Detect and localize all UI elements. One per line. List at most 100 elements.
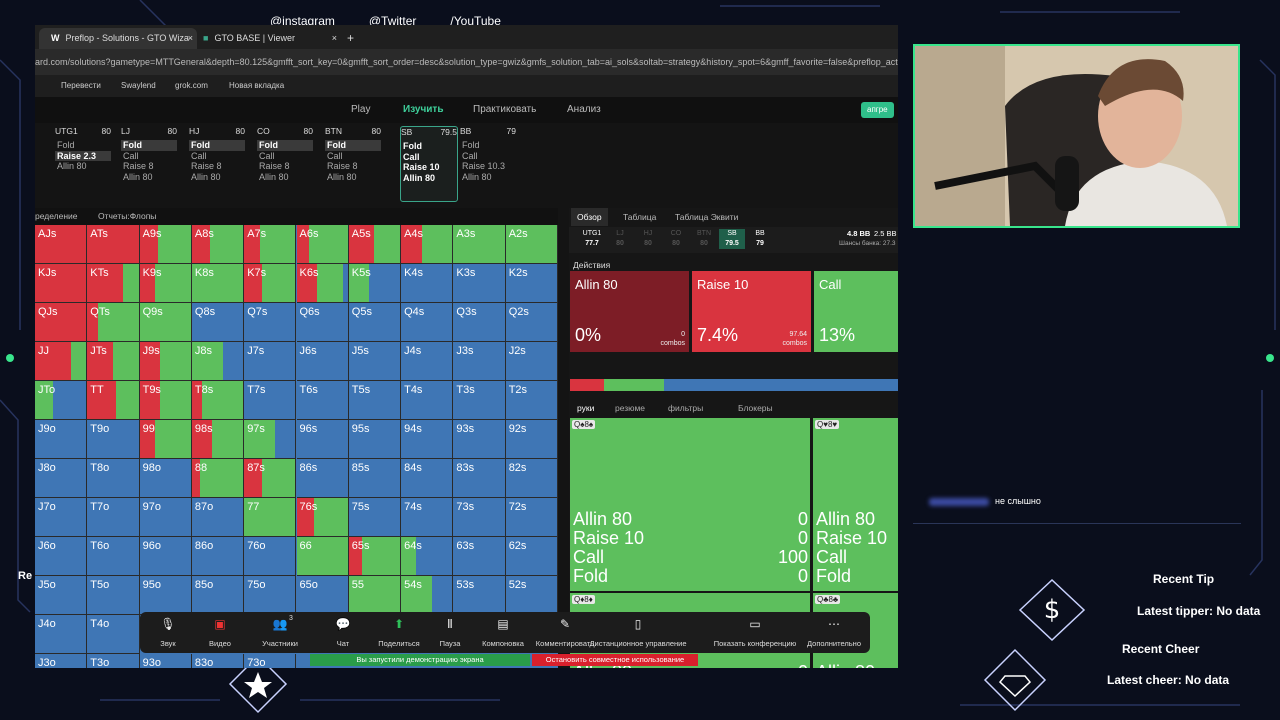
hand-cell[interactable]: 76s	[296, 498, 349, 537]
action-card[interactable]: Call 13%	[814, 271, 898, 352]
hand-cell[interactable]: 85o	[191, 576, 245, 615]
position-column[interactable]: SB 79.5 Fold Call Raise 10 Allin 80	[400, 126, 458, 202]
nav-item[interactable]: Play	[351, 104, 371, 115]
hand-cell[interactable]: 65o	[296, 576, 349, 615]
hand-cell[interactable]: A2s	[505, 225, 558, 264]
hand-cell[interactable]: 96o	[139, 537, 192, 576]
hand-cell[interactable]: 96s	[296, 420, 349, 459]
hand-cell[interactable]: J6s	[296, 342, 349, 381]
hand-cell[interactable]: KTs	[87, 264, 140, 303]
upgrade-button[interactable]: апгре	[861, 102, 894, 118]
hand-cell[interactable]: ATs	[87, 225, 140, 264]
panel-tab[interactable]: Обзор	[571, 208, 608, 226]
hand-cell[interactable]: 84s	[401, 459, 454, 498]
hand-cell[interactable]: T8o	[87, 459, 140, 498]
hand-cell[interactable]: AJs	[35, 225, 88, 264]
action-card[interactable]: Allin 80 0% 0 combos	[570, 271, 689, 352]
hand-cell[interactable]: Q9s	[139, 303, 192, 342]
hand-cell[interactable]: 95s	[348, 420, 402, 459]
hand-cell[interactable]: A9s	[139, 225, 192, 264]
position-column[interactable]: HJ 80 Fold Call Raise 8 Allin 80	[189, 126, 245, 200]
hand-cell[interactable]: 98s	[191, 420, 245, 459]
toolbar-button[interactable]: Дополнительно	[807, 639, 861, 648]
hand-cell[interactable]: 86s	[296, 459, 349, 498]
hand-cell[interactable]: Q3s	[453, 303, 506, 342]
toolbar-button[interactable]: Комментировать	[535, 639, 595, 648]
hand-cell[interactable]: 98o	[139, 459, 192, 498]
hand-cell[interactable]: T2s	[505, 381, 558, 420]
hand-cell[interactable]: 55	[348, 576, 402, 615]
hand-cell[interactable]: 72s	[505, 498, 558, 537]
position-column[interactable]: UTG1 80 Fold Raise 2.3 Allin 80	[55, 126, 111, 200]
bookmark[interactable]: Новая вкладка	[229, 81, 285, 90]
toolbar-button[interactable]: Компоновка	[482, 639, 524, 648]
hand-cell[interactable]: J8s	[191, 342, 245, 381]
hand-cell[interactable]: J6o	[35, 537, 88, 576]
hand-cell[interactable]: JJ	[35, 342, 88, 381]
hand-cell[interactable]: 97o	[139, 498, 192, 537]
hand-cell[interactable]: K9s	[139, 264, 192, 303]
hand-cell[interactable]: 82s	[505, 459, 558, 498]
hand-cell[interactable]: Q6s	[296, 303, 349, 342]
toolbar-button[interactable]: Пауза	[439, 639, 461, 648]
hand-cell[interactable]: 63s	[453, 537, 506, 576]
hand-cell[interactable]: T6o	[87, 537, 140, 576]
hand-cell[interactable]: 62s	[505, 537, 558, 576]
hand-cell[interactable]: 76o	[244, 537, 297, 576]
hand-cell[interactable]: J5s	[348, 342, 402, 381]
bookmark[interactable]: Перевести	[61, 81, 101, 90]
hand-cell[interactable]: 83s	[453, 459, 506, 498]
hand-cell[interactable]: 77	[244, 498, 297, 537]
hand-cell[interactable]: 88	[191, 459, 245, 498]
hand-cell[interactable]: A5s	[348, 225, 402, 264]
hand-cell[interactable]: Q7s	[244, 303, 297, 342]
position-column[interactable]: CO 80 Fold Call Raise 8 Allin 80	[257, 126, 313, 200]
stop-share-button[interactable]: Остановить совместное использование	[532, 654, 698, 666]
hand-cell[interactable]: QJs	[35, 303, 88, 342]
hand-cell[interactable]: T4s	[401, 381, 454, 420]
nav-item[interactable]: Анализ	[567, 104, 601, 115]
toolbar-button[interactable]: Показать конференцию	[713, 639, 797, 648]
hand-cell[interactable]: T9s	[139, 381, 192, 420]
hand-cell[interactable]: T5o	[87, 576, 140, 615]
bookmark[interactable]: grok.com	[175, 81, 208, 90]
hand-cell[interactable]: K3s	[453, 264, 506, 303]
hand-cell[interactable]: A6s	[296, 225, 349, 264]
position-column[interactable]: BB 79 Fold Call Raise 10.3 Allin 80	[460, 126, 516, 200]
hand-cell[interactable]: 87s	[244, 459, 297, 498]
browser-tab[interactable]: W Preflop - Solutions - GTO Wiza ×	[39, 28, 197, 49]
hand-cell[interactable]: 75o	[244, 576, 297, 615]
hand-cell[interactable]: Q4s	[401, 303, 454, 342]
hand-cell[interactable]: 93o	[139, 654, 192, 668]
hand-cell[interactable]: A4s	[401, 225, 454, 264]
hand-cell[interactable]: J3o	[35, 654, 88, 668]
hand-cell[interactable]: 99	[139, 420, 192, 459]
hand-cell[interactable]: TT	[87, 381, 140, 420]
hand-cell[interactable]: Q8s	[191, 303, 245, 342]
hand-cell[interactable]: 75s	[348, 498, 402, 537]
hand-cell[interactable]: 85s	[348, 459, 402, 498]
position-column[interactable]: BTN 80 Fold Call Raise 8 Allin 80	[325, 126, 381, 200]
hand-cell[interactable]: 95o	[139, 576, 192, 615]
hand-cell[interactable]: J2s	[505, 342, 558, 381]
hand-cell[interactable]: 73o	[244, 654, 297, 668]
hand-cell[interactable]: 83o	[191, 654, 245, 668]
hand-cell[interactable]: 94s	[401, 420, 454, 459]
hand-cell[interactable]: K5s	[348, 264, 402, 303]
subtab[interactable]: резюме	[615, 403, 646, 413]
hand-cell[interactable]: 66	[296, 537, 349, 576]
hand-cell[interactable]: J7s	[244, 342, 297, 381]
hand-cell[interactable]: J7o	[35, 498, 88, 537]
hand-cell[interactable]: J4s	[401, 342, 454, 381]
hand-cell[interactable]: 53s	[453, 576, 506, 615]
hand-cell[interactable]: J3s	[453, 342, 506, 381]
hand-cell[interactable]: J9o	[35, 420, 88, 459]
hand-cell[interactable]: JTo	[35, 381, 88, 420]
reports-dropdown[interactable]: Отчеты:Флопы	[98, 211, 157, 221]
action-card[interactable]: Raise 10 7.4% 97.64 combos	[692, 271, 811, 352]
toolbar-button[interactable]: Чат	[336, 639, 350, 648]
actions-dropdown[interactable]: Действия	[573, 260, 611, 270]
hand-cell[interactable]: J8o	[35, 459, 88, 498]
bookmark[interactable]: Swaylend	[121, 81, 156, 90]
hand-cell[interactable]: T7o	[87, 498, 140, 537]
